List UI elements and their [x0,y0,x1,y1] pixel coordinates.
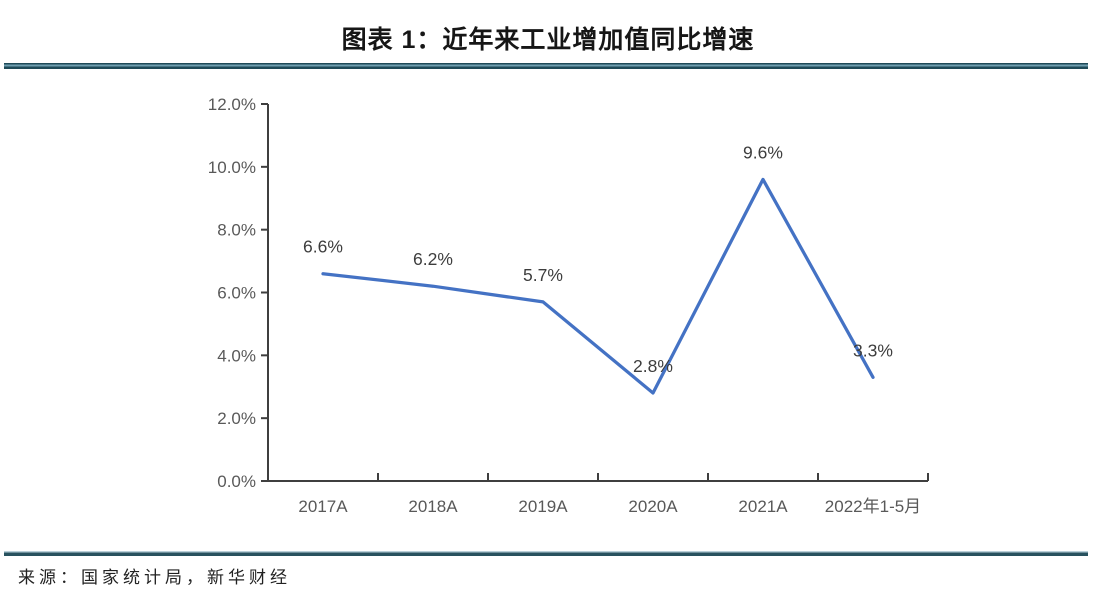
data-label: 6.2% [413,249,453,269]
y-axis-tick-label: 8.0% [217,221,256,240]
y-axis-tick-label: 10.0% [208,158,256,177]
x-axis-category-label: 2017A [298,497,348,516]
data-label: 9.6% [743,142,783,162]
data-label: 3.3% [853,340,893,360]
data-label: 5.7% [523,265,563,285]
x-axis-category-label: 2019A [518,497,568,516]
data-label: 2.8% [633,356,673,376]
x-axis-category-label: 2021A [738,497,788,516]
footer-divider [4,551,1088,556]
x-axis-category-label: 2018A [408,497,458,516]
title-divider [4,63,1088,69]
chart-title: 图表 1：近年来工业增加值同比增速 [341,26,755,54]
series-line [321,177,875,395]
y-axis-tick-label: 0.0% [217,472,256,491]
x-axis-category-label: 2022年1-5月 [825,497,921,516]
x-axis-category-label: 2020A [628,497,678,516]
source-note: 来源：国家统计局，新华财经 [18,568,291,588]
y-axis-tick-label: 4.0% [217,346,256,365]
y-axis-tick-label: 12.0% [208,95,256,114]
data-label: 6.6% [303,237,343,257]
y-axis-tick-label: 2.0% [217,409,256,428]
y-axis-tick-label: 6.0% [217,284,256,303]
